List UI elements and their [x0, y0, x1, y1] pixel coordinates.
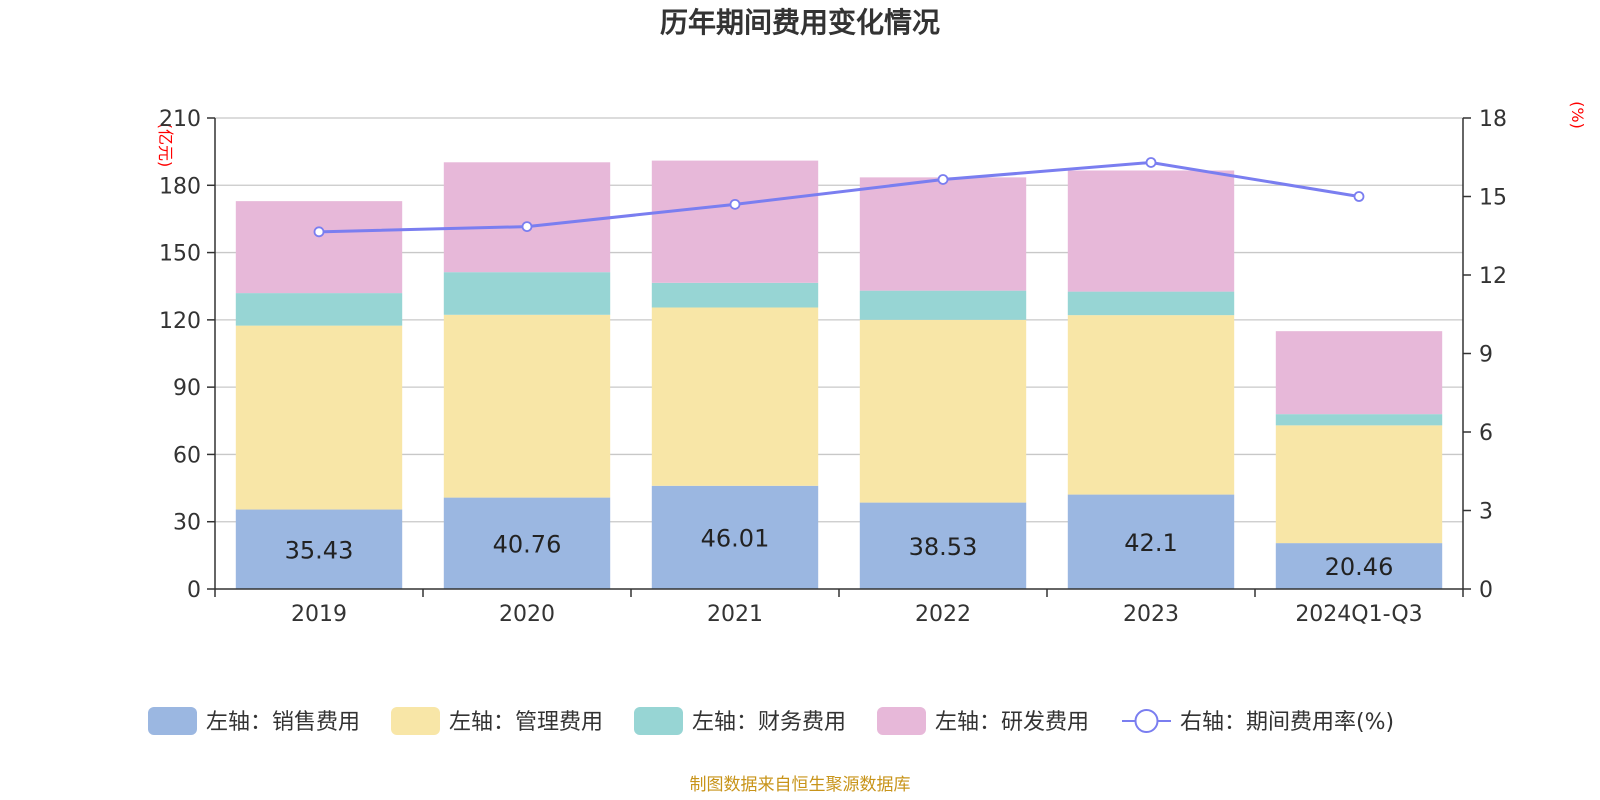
rate-line-path	[318, 160, 1360, 234]
legend-swatch-0	[148, 707, 197, 735]
legend-label-2: 左轴：财务费用	[692, 710, 846, 735]
left-tick-label-0: 0	[187, 578, 201, 603]
legend-circle-swatch	[1134, 709, 1159, 733]
bar-2020-series-1	[443, 314, 611, 498]
legend-swatch-1	[391, 707, 440, 735]
left-tick-label-210: 210	[159, 107, 201, 132]
x-tick-label-2024Q1-Q3: 2024Q1-Q3	[1295, 602, 1422, 627]
right-tick-label-18: 18	[1479, 107, 1507, 132]
bar-2022-series-2	[859, 290, 1027, 320]
grid	[215, 117, 1463, 523]
bar-2024Q1-Q3-series-1	[1275, 425, 1443, 544]
x-tick-label-2019: 2019	[291, 602, 347, 627]
right-tick-label-6: 6	[1479, 421, 1493, 446]
legend-label-0: 左轴：销售费用	[206, 710, 360, 735]
bar-2022-series-0	[859, 502, 1027, 589]
bar-2023-series-0	[1067, 494, 1235, 589]
rate-point-2022	[937, 174, 949, 185]
legend-label-3: 左轴：研发费用	[935, 710, 1089, 735]
bar-2023-series-2	[1067, 291, 1235, 316]
bar-2023-series-1	[1067, 315, 1235, 495]
left-tick-label-90: 90	[173, 376, 201, 401]
rate-line	[313, 157, 1365, 238]
x-tick-label-2021: 2021	[707, 602, 763, 627]
chart-title: 历年期间费用变化情况	[660, 6, 940, 39]
right-axis-unit: (%)	[1568, 101, 1587, 129]
bar-2022-series-1	[859, 319, 1027, 503]
bar-2019-series-3	[235, 201, 403, 294]
left-tick-label-150: 150	[159, 242, 201, 267]
bar-2024Q1-Q3-series-2	[1275, 414, 1443, 426]
bar-2021-series-0	[651, 485, 819, 589]
axes: 0 30 60 90 120 150 180 210 0 3 6 9 12 15 18 2019 2020 202…	[159, 107, 1507, 627]
bar-2023-series-3	[1067, 170, 1235, 292]
bar-2019-series-1	[235, 325, 403, 510]
left-tick-label-60: 60	[173, 443, 201, 468]
left-tick-label-120: 120	[159, 309, 201, 334]
bar-2024Q1-Q3-series-3	[1275, 331, 1443, 415]
right-tick-label-15: 15	[1479, 186, 1507, 211]
rate-point-2020	[521, 221, 533, 232]
legend-swatch-3	[877, 707, 926, 735]
x-tick-label-2022: 2022	[915, 602, 971, 627]
right-tick-label-0: 0	[1479, 578, 1493, 603]
x-tick-label-2020: 2020	[499, 602, 555, 627]
right-tick-label-3: 3	[1479, 500, 1493, 525]
bar-2019-series-2	[235, 293, 403, 326]
x-tick-label-2023: 2023	[1123, 602, 1179, 627]
legend-swatch-2	[634, 707, 683, 735]
bar-value-label-2024Q1-Q3: 20.46	[1325, 553, 1394, 581]
bar-2021-series-2	[651, 282, 819, 308]
bar-2020-series-2	[443, 272, 611, 315]
rate-point-2019	[313, 226, 325, 238]
right-tick-label-12: 12	[1479, 264, 1507, 289]
bar-value-label-2021: 46.01	[701, 524, 770, 552]
bar-2019-series-0	[235, 509, 403, 589]
bar-2020-series-0	[443, 497, 611, 589]
right-tick-label-9: 9	[1479, 343, 1493, 368]
rate-point-2023	[1145, 157, 1157, 168]
rate-point-2021	[729, 198, 741, 210]
bar-value-label-2020: 40.76	[493, 530, 562, 558]
bar-labels: 35.43 40.76 46.01 38.53 42.1 20.46	[285, 524, 1394, 581]
bar-value-label-2022: 38.53	[909, 533, 978, 561]
bar-2021-series-1	[651, 307, 819, 486]
left-tick-label-180: 180	[159, 174, 201, 199]
bar-2022-series-3	[859, 177, 1027, 291]
bar-value-label-2023: 42.1	[1124, 529, 1177, 557]
data-source-footer: 制图数据来自恒生聚源数据库	[690, 775, 911, 795]
rate-point-2024Q1-Q3	[1353, 191, 1365, 202]
left-axis-unit: (亿元)	[156, 123, 175, 168]
legend: 左轴：销售费用 左轴：管理费用 左轴：财务费用 左轴：研发费用 右轴：期间费用率(%)	[148, 707, 1394, 735]
bar-value-label-2019: 35.43	[285, 536, 354, 564]
left-tick-label-30: 30	[173, 511, 201, 536]
bar-2024Q1-Q3-series-0	[1275, 543, 1443, 589]
bar-2020-series-3	[443, 162, 611, 273]
bar-2021-series-3	[651, 160, 819, 283]
legend-label-4: 右轴：期间费用率(%)	[1180, 710, 1394, 735]
legend-label-1: 左轴：管理费用	[449, 710, 603, 735]
bars	[235, 160, 1443, 589]
